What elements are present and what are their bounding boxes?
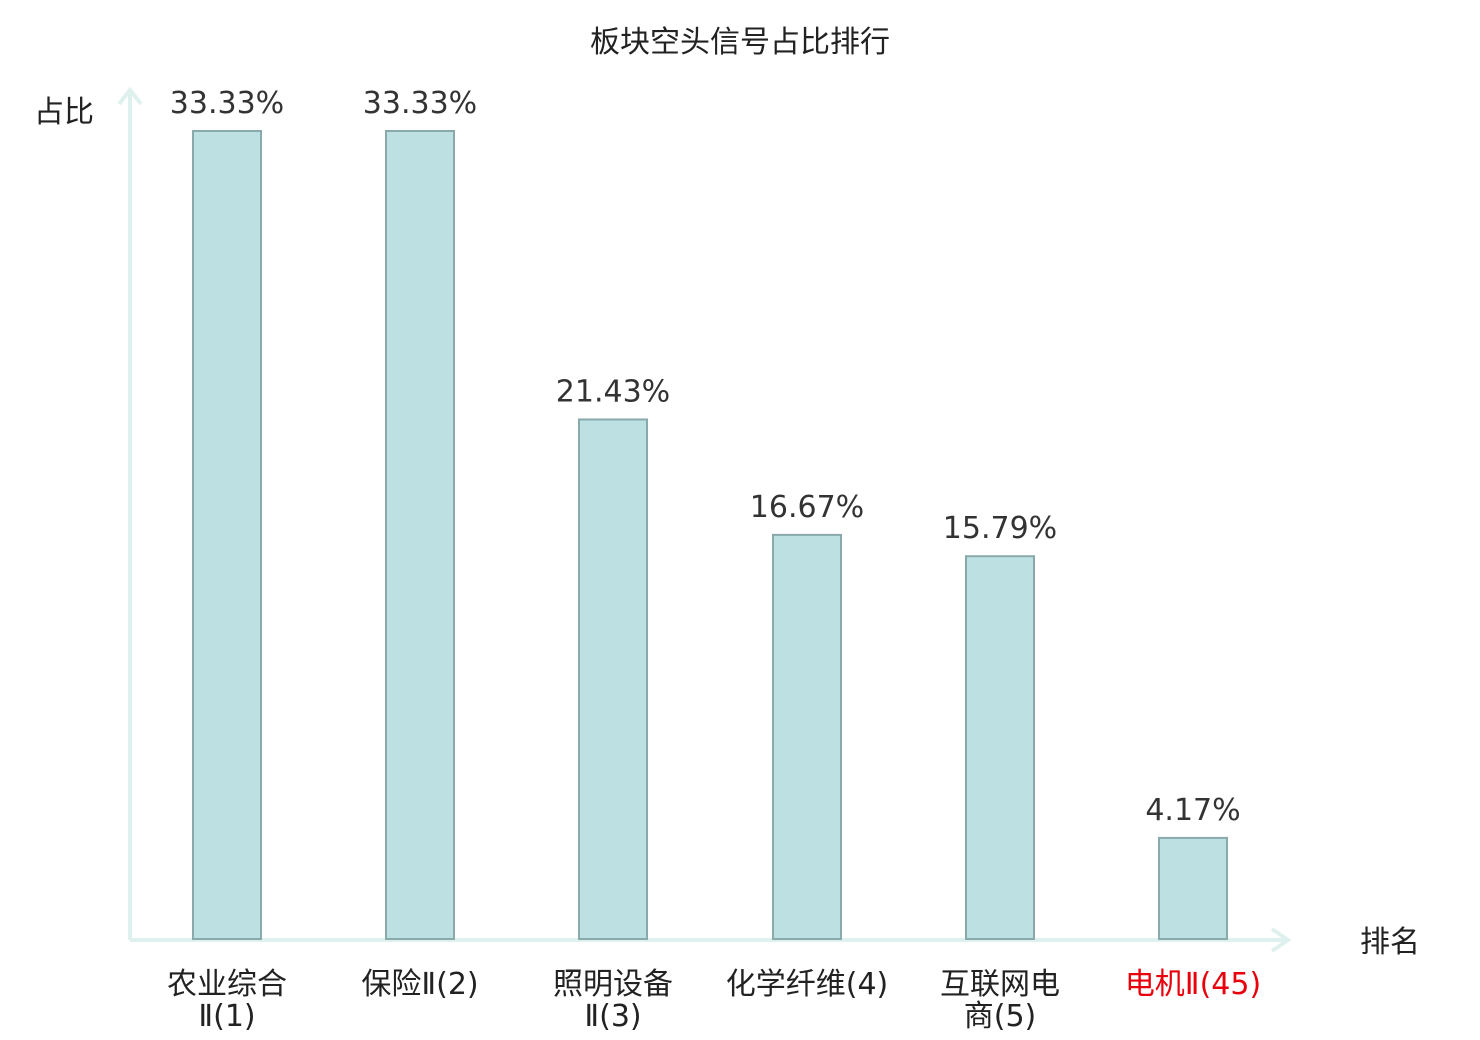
value-label-5: 15.79% [943, 511, 1057, 546]
bar-3 [578, 418, 648, 940]
value-labels: 33.33% 33.33% 21.43% 16.67% 15.79% 4.17% [170, 86, 1241, 828]
category-label-3: 照明设备 Ⅱ(3) [553, 967, 673, 1034]
x-axis [130, 927, 1292, 953]
y-axis-label: 占比 [34, 95, 94, 130]
category-label-1: 农业综合 Ⅱ(1) [167, 967, 287, 1034]
y-axis [117, 86, 143, 940]
value-label-2: 33.33% [363, 86, 477, 121]
value-label-1: 33.33% [170, 86, 284, 121]
value-label-4: 16.67% [750, 490, 864, 525]
bar-2 [385, 130, 455, 940]
category-labels: 农业综合 Ⅱ(1) 保险Ⅱ(2) 照明设备 Ⅱ(3) 化学纤维(4) 互联网电商(5) 电机Ⅱ… [167, 967, 1261, 1034]
category-label-5: 互联网电商(5) [940, 967, 1060, 1034]
category-label-2: 保险Ⅱ(2) [361, 967, 478, 1002]
category-label-6: 电机Ⅱ(45) [1125, 967, 1261, 1002]
bar-1 [192, 130, 262, 940]
bar-series [192, 130, 1228, 941]
value-label-6: 4.17% [1145, 793, 1240, 828]
chart-title: 板块空头信号占比排行 [590, 25, 890, 60]
bar-6 [1158, 836, 1228, 941]
x-axis-label: 排名 [1360, 925, 1420, 960]
value-label-3: 21.43% [556, 374, 670, 409]
bar-5 [965, 555, 1035, 940]
category-label-4: 化学纤维(4) [726, 967, 889, 1002]
bar-4 [772, 533, 842, 940]
